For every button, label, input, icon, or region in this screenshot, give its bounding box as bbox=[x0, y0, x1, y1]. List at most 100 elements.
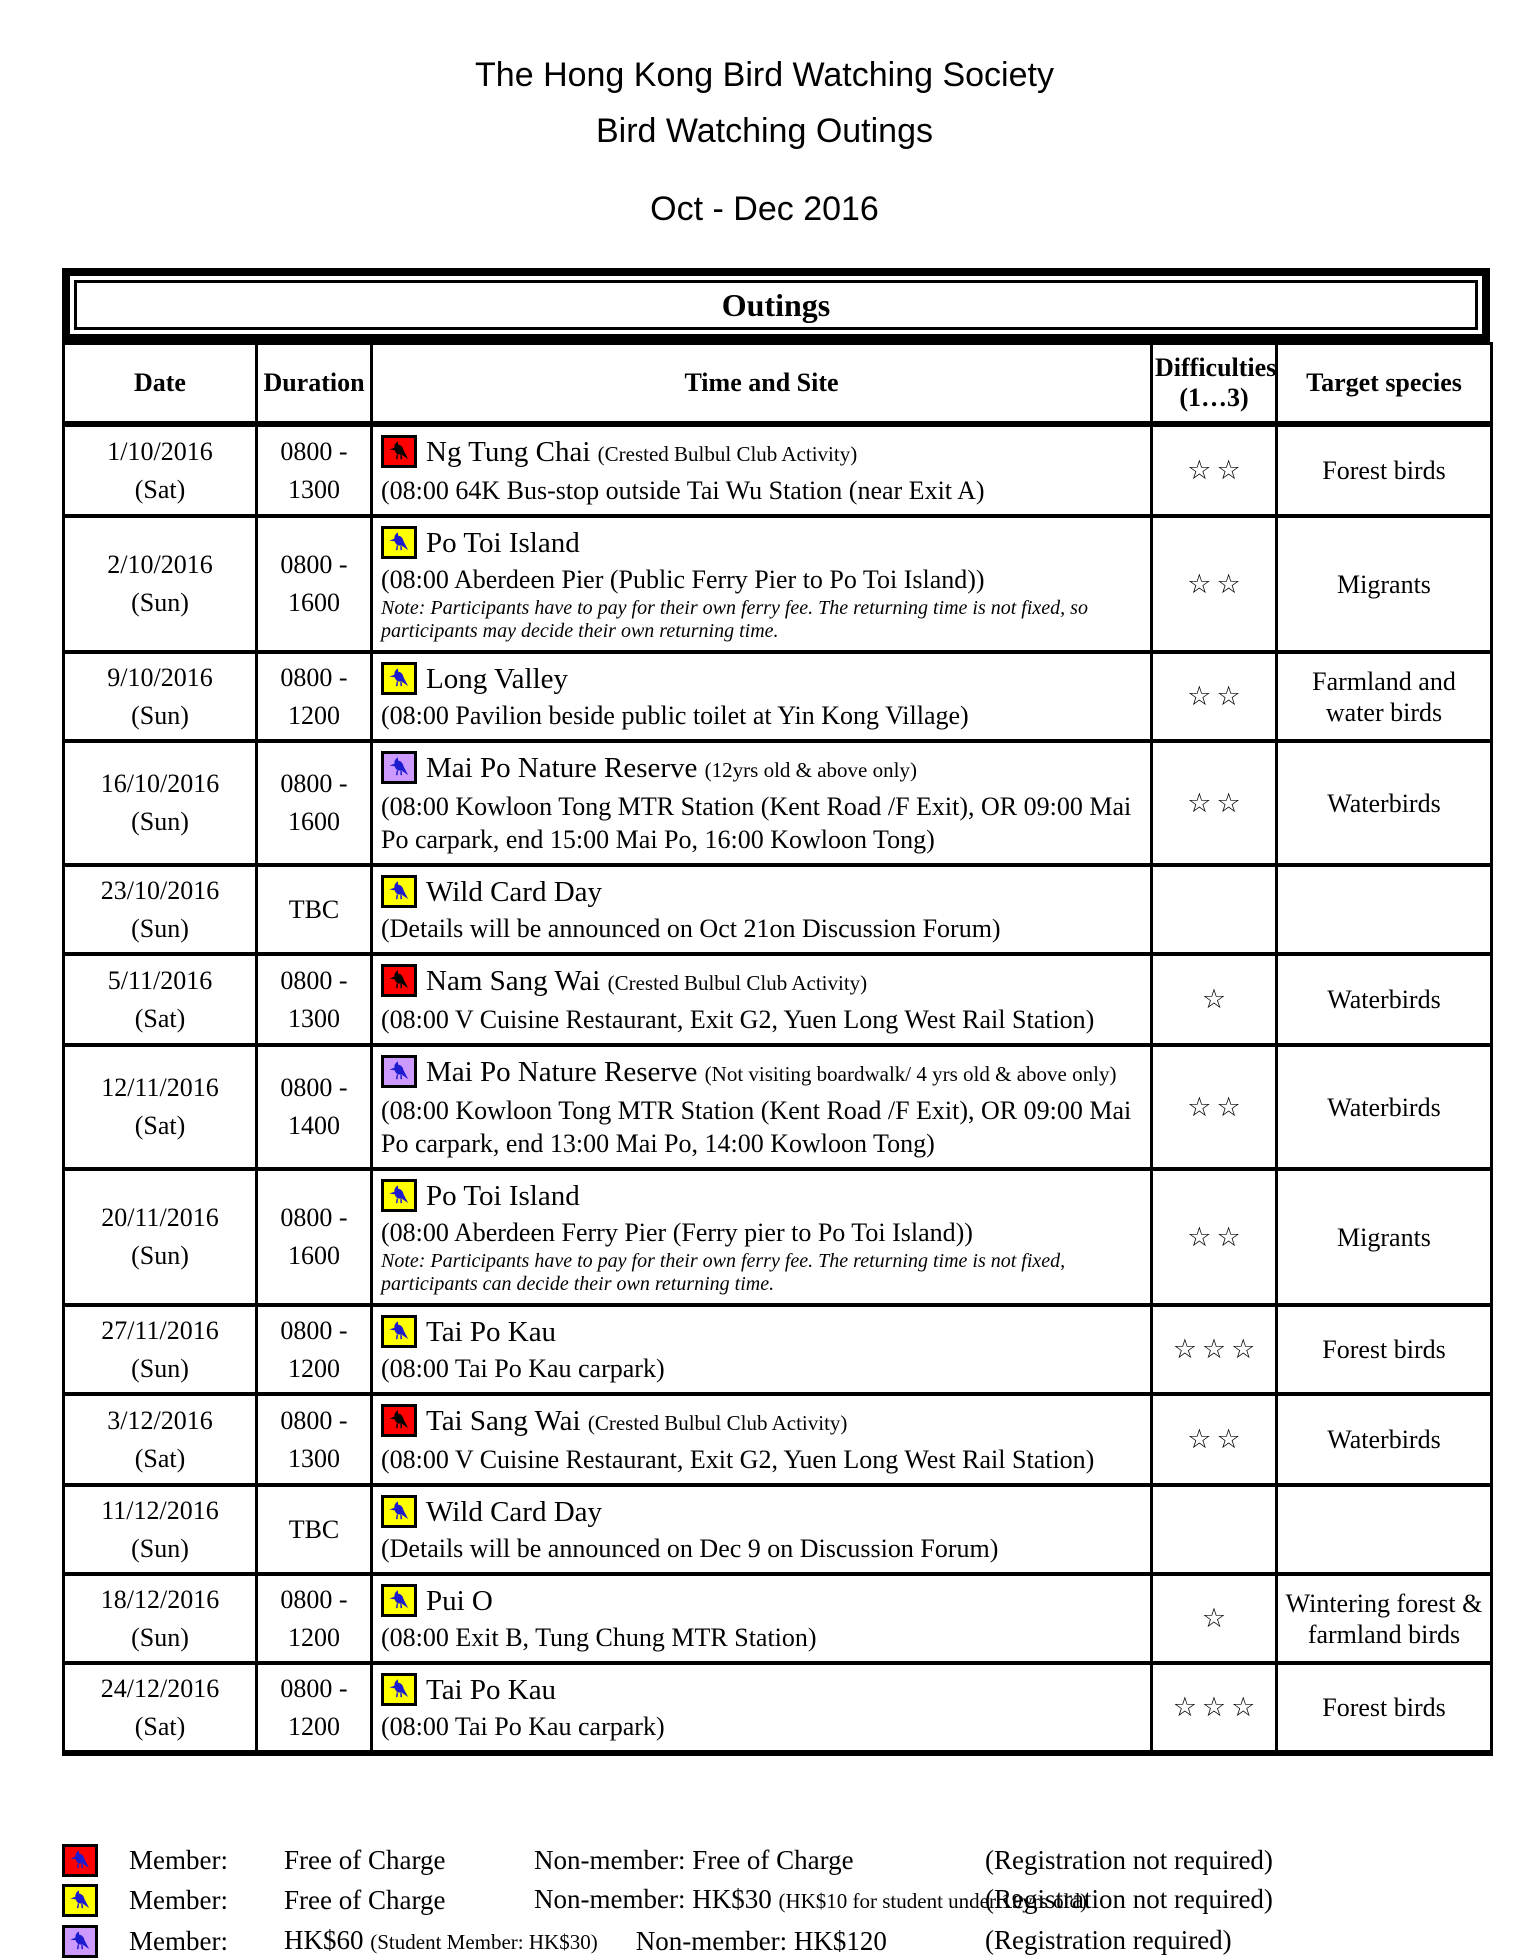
outing-title-line: Long Valley bbox=[381, 659, 1140, 699]
outing-duration: 0800 - 1200 bbox=[280, 1584, 348, 1652]
outing-date-cell: 18/12/2016 (Sun) bbox=[62, 1572, 258, 1663]
outing-target-species: Forest birds bbox=[1322, 456, 1446, 485]
outing-meeting-point: (Details will be announced on Dec 9 on D… bbox=[381, 1534, 999, 1563]
outing-date: 27/11/2016 bbox=[101, 1315, 219, 1345]
outing-date: 16/10/2016 bbox=[100, 769, 220, 798]
outing-meeting-point: (08:00 Kowloon Tong MTR Station (Kent Ro… bbox=[381, 792, 1132, 854]
fee-category-bird-icon bbox=[381, 1673, 417, 1706]
outing-target-cell: Waterbirds bbox=[1275, 952, 1493, 1045]
outing-date: 1/10/2016 bbox=[107, 436, 213, 466]
outing-site-name: Ng Tung Chai bbox=[426, 436, 591, 468]
outing-title-line: Tai Po Kau bbox=[381, 1312, 1140, 1352]
difficulty-stars: ☆ bbox=[1201, 984, 1232, 1014]
outing-target-species: Forest birds bbox=[1322, 1335, 1446, 1364]
outing-duration: 0800 - 1200 bbox=[280, 1673, 348, 1741]
outing-weekday: (Sat) bbox=[134, 474, 186, 504]
outing-meeting-point: (08:00 Pavilion beside public toilet at … bbox=[381, 701, 969, 730]
outing-site-name: Wild Card Day bbox=[426, 876, 603, 908]
col-header-difficulties: Difficulties (1…3) bbox=[1150, 342, 1278, 427]
outing-duration: 0800 - 1200 bbox=[280, 662, 348, 730]
legend-member-label: Member: bbox=[129, 1845, 228, 1875]
outing-duration: 0800 - 1300 bbox=[280, 436, 348, 504]
outing-duration-cell: 0800 - 1200 bbox=[255, 1661, 373, 1756]
difficulties-label: Difficulties bbox=[1155, 353, 1277, 382]
outing-weekday: (Sun) bbox=[131, 1622, 189, 1652]
page-period: Oct - Dec 2016 bbox=[650, 190, 879, 228]
outings-table: Date Duration Time and Site Difficulties… bbox=[62, 342, 1493, 1756]
outing-title-line: Wild Card Day bbox=[381, 1492, 1140, 1532]
outing-row: 9/10/2016 (Sun) 0800 - 1200 Long Valley … bbox=[62, 650, 1493, 741]
outing-date: 23/10/2016 bbox=[100, 875, 220, 905]
outing-meeting-point: (08:00 64K Bus-stop outside Tai Wu Stati… bbox=[381, 476, 985, 505]
outing-row: 5/11/2016 (Sat) 0800 - 1300 Nam Sang Wai… bbox=[62, 952, 1493, 1045]
legend-registration: (Registration required) bbox=[985, 1925, 1232, 1955]
outing-weekday: (Sat) bbox=[134, 1111, 186, 1140]
outing-difficulty-cell: ☆☆☆ bbox=[1150, 1661, 1278, 1756]
outing-time-site-cell: Long Valley (08:00 Pavilion beside publi… bbox=[370, 650, 1153, 741]
legend-nonmember-fee: Non-member: HK$120 bbox=[636, 1925, 887, 1958]
outing-target-species: Waterbirds bbox=[1327, 985, 1441, 1014]
fee-category-bird-icon bbox=[381, 751, 417, 784]
outing-note: Note: Participants have to pay for their… bbox=[381, 597, 1088, 642]
outing-difficulty-cell bbox=[1150, 1483, 1278, 1574]
outing-row: 27/11/2016 (Sun) 0800 - 1200 Tai Po Kau … bbox=[62, 1303, 1493, 1394]
outing-duration-cell: 0800 - 1200 bbox=[255, 1572, 373, 1663]
legend-nonmember-price: Non-member: HK$30 bbox=[534, 1884, 772, 1914]
outing-duration: TBC bbox=[288, 894, 340, 924]
outing-time-site-cell: Mai Po Nature Reserve (12yrs old & above… bbox=[370, 739, 1153, 865]
outing-duration-cell: 0800 - 1300 bbox=[255, 952, 373, 1045]
outing-date: 12/11/2016 bbox=[101, 1073, 219, 1102]
outing-time-site-cell: Mai Po Nature Reserve (Not visiting boar… bbox=[370, 1043, 1153, 1169]
fee-category-bird-icon bbox=[381, 1179, 417, 1212]
outing-title-line: Tai Po Kau bbox=[381, 1670, 1140, 1710]
outing-weekday: (Sun) bbox=[131, 700, 189, 730]
legend-member-fee: HK$60 (Student Member: HK$30) bbox=[284, 1924, 598, 1959]
outing-date-cell: 2/10/2016 (Sun) bbox=[62, 514, 258, 652]
legend-member-label: Member: bbox=[129, 1885, 228, 1915]
outing-target-cell: Forest birds bbox=[1275, 422, 1493, 516]
outing-title-line: Mai Po Nature Reserve (12yrs old & above… bbox=[381, 748, 1140, 790]
outing-note: Note: Participants have to pay for their… bbox=[381, 1250, 1066, 1295]
outing-date: 5/11/2016 bbox=[107, 965, 213, 995]
fee-category-bird-icon bbox=[381, 1584, 417, 1617]
difficulties-scale: (1…3) bbox=[1179, 383, 1249, 412]
outing-difficulty-cell: ☆☆ bbox=[1150, 1043, 1278, 1169]
fee-category-bird-icon bbox=[381, 1055, 417, 1088]
page-subtitle: Bird Watching Outings bbox=[596, 112, 933, 150]
legend-row: Member: HK$60 (Student Member: HK$30) No… bbox=[62, 1924, 1490, 1959]
outing-difficulty-cell: ☆☆ bbox=[1150, 739, 1278, 865]
outing-date-cell: 1/10/2016 (Sat) bbox=[62, 422, 258, 516]
outing-target-species: Wintering forest & farmland birds bbox=[1285, 1588, 1483, 1649]
outing-date: 11/12/2016 bbox=[101, 1495, 219, 1525]
legend-member-price-note: (Student Member: HK$30) bbox=[370, 1930, 598, 1954]
legend-member-price: Free of Charge bbox=[284, 1845, 446, 1875]
outing-duration-cell: 0800 - 1300 bbox=[255, 1392, 373, 1485]
difficulty-stars: ☆☆ bbox=[1187, 1091, 1246, 1122]
col-header-duration: Duration bbox=[255, 342, 373, 427]
outing-duration-cell: 0800 - 1600 bbox=[255, 514, 373, 652]
outing-site-name: Pui O bbox=[426, 1585, 493, 1617]
outing-duration-cell: 0800 - 1400 bbox=[255, 1043, 373, 1169]
outing-duration-cell: 0800 - 1300 bbox=[255, 422, 373, 516]
outings-tbody: 1/10/2016 (Sat) 0800 - 1300 Ng Tung Chai… bbox=[62, 422, 1493, 1756]
outing-date-cell: 20/11/2016 (Sun) bbox=[62, 1167, 258, 1305]
outing-meeting-point: (08:00 V Cuisine Restaurant, Exit G2, Yu… bbox=[381, 1005, 1095, 1034]
outing-date: 24/12/2016 bbox=[100, 1673, 220, 1703]
outing-site-name: Tai Po Kau bbox=[426, 1674, 557, 1706]
col-header-date: Date bbox=[62, 342, 258, 427]
outing-duration: 0800 - 1600 bbox=[280, 550, 348, 617]
outing-time-site-cell: Wild Card Day (Details will be announced… bbox=[370, 863, 1153, 954]
outing-site-name: Po Toi Island bbox=[426, 1180, 580, 1212]
outing-target-cell: Waterbirds bbox=[1275, 1392, 1493, 1485]
difficulty-stars: ☆☆ bbox=[1187, 681, 1246, 711]
outing-target-species: Migrants bbox=[1337, 1222, 1431, 1252]
outing-site-extra: (Crested Bulbul Club Activity) bbox=[607, 971, 868, 995]
fee-category-bird-icon bbox=[381, 875, 417, 908]
outing-target-species: Waterbirds bbox=[1327, 1092, 1441, 1122]
outing-difficulty-cell: ☆☆ bbox=[1150, 1167, 1278, 1305]
difficulty-stars: ☆☆☆ bbox=[1172, 1692, 1261, 1722]
fee-legend: Member: Free of Charge Non-member: Free … bbox=[62, 1844, 1490, 1959]
outing-row: 24/12/2016 (Sat) 0800 - 1200 Tai Po Kau … bbox=[62, 1661, 1493, 1756]
fee-category-bird-icon bbox=[62, 1884, 98, 1917]
outing-weekday: (Sat) bbox=[134, 1003, 186, 1033]
